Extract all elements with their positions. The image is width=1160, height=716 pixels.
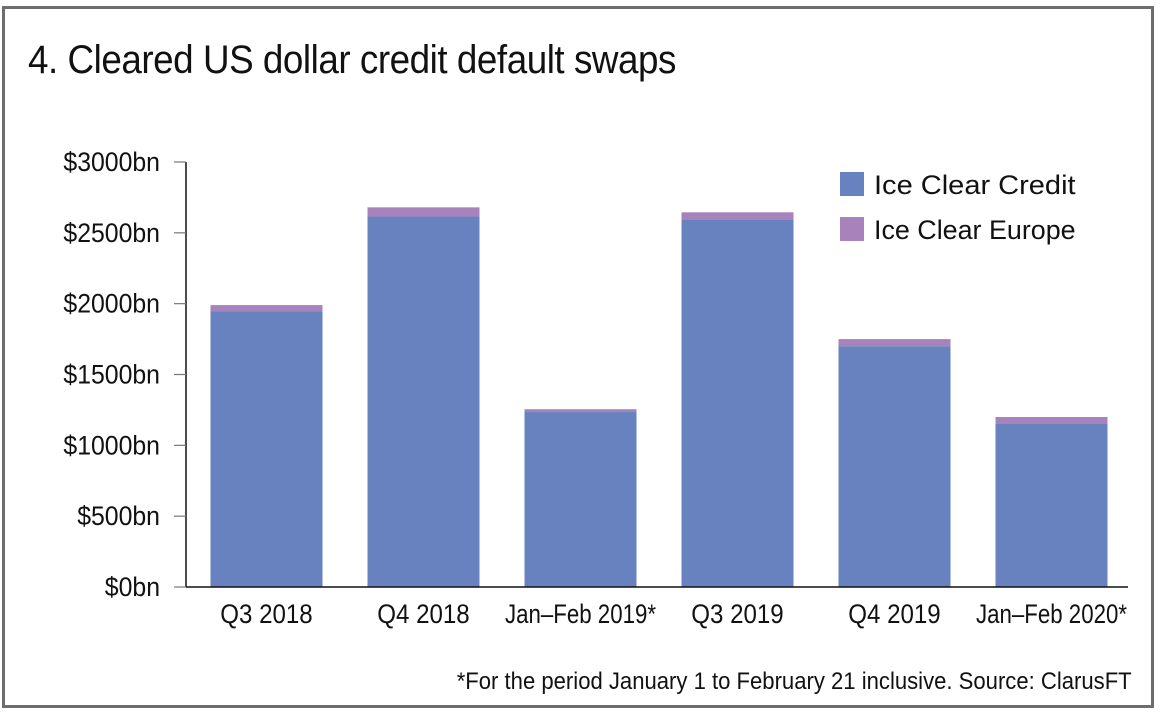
bar-ice-clear-credit-5	[995, 423, 1108, 587]
footnote: *For the period January 1 to February 21…	[457, 668, 1132, 695]
bar-ice-clear-europe-5	[995, 417, 1108, 424]
y-tick-label: $0bn	[105, 572, 160, 602]
y-tick-label: $1500bn	[63, 360, 160, 390]
chart-frame	[2, 6, 1154, 708]
x-tick-label: Q3 2018	[220, 599, 312, 629]
y-tick-label: $2000bn	[63, 289, 160, 319]
bar-ice-clear-credit-1	[367, 216, 480, 587]
bar-ice-clear-europe-3	[681, 212, 794, 220]
bar-ice-clear-credit-3	[681, 219, 794, 587]
legend-label: Ice Clear Credit	[874, 170, 1076, 200]
legend-swatch-ice-clear-europe	[840, 217, 864, 241]
legend-swatch-ice-clear-credit	[840, 172, 864, 196]
bar-ice-clear-credit-2	[524, 412, 637, 587]
x-tick-label: Q3 2019	[691, 599, 783, 629]
x-tick-label: Q4 2018	[377, 599, 469, 629]
bar-ice-clear-europe-1	[367, 207, 480, 217]
bar-ice-clear-credit-4	[838, 346, 951, 587]
y-tick-label: $1000bn	[63, 430, 160, 460]
legend-label: Ice Clear Europe	[874, 215, 1076, 245]
bar-ice-clear-europe-2	[524, 409, 637, 413]
bar-ice-clear-europe-0	[210, 305, 323, 312]
x-tick-label: Jan–Feb 2019*	[505, 599, 656, 629]
y-tick-label: $3000bn	[63, 147, 160, 177]
y-tick-label: $500bn	[77, 501, 160, 531]
bar-ice-clear-europe-4	[838, 339, 951, 347]
bar-ice-clear-credit-0	[210, 311, 323, 587]
chart-title: 4. Cleared US dollar credit default swap…	[28, 38, 676, 82]
x-tick-label: Q4 2019	[848, 599, 940, 629]
x-tick-label: Jan–Feb 2020*	[976, 599, 1127, 629]
y-tick-label: $2500bn	[63, 218, 160, 248]
